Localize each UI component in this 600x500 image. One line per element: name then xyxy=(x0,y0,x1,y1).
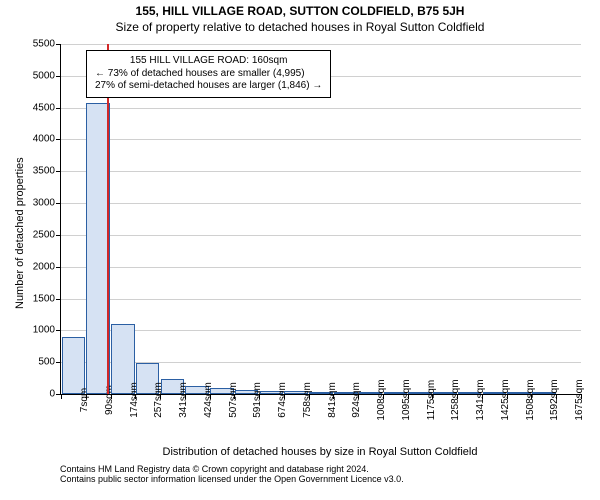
gridline xyxy=(61,299,581,300)
ytick-mark xyxy=(56,267,61,268)
chart-container: { "title": { "text": "155, HILL VILLAGE … xyxy=(0,0,600,500)
footer-attribution: Contains HM Land Registry data © Crown c… xyxy=(60,464,404,484)
chart-subtitle: Size of property relative to detached ho… xyxy=(0,20,600,34)
annotation-line: ← 73% of detached houses are smaller (4,… xyxy=(95,68,322,81)
ytick-mark xyxy=(56,330,61,331)
y-axis-label: Number of detached properties xyxy=(14,157,26,309)
ytick-mark xyxy=(56,171,61,172)
plot-area: 0500100015002000250030003500400045005000… xyxy=(60,44,581,395)
footer-line2: Contains public sector information licen… xyxy=(60,474,404,484)
x-axis-label: Distribution of detached houses by size … xyxy=(60,446,580,458)
gridline xyxy=(61,44,581,45)
annotation-line: 155 HILL VILLAGE ROAD: 160sqm xyxy=(95,55,322,68)
ytick-mark xyxy=(56,235,61,236)
gridline xyxy=(61,330,581,331)
gridline xyxy=(61,108,581,109)
ytick-label: 5000 xyxy=(33,70,55,81)
ytick-mark xyxy=(56,299,61,300)
footer-line1: Contains HM Land Registry data © Crown c… xyxy=(60,464,404,474)
ytick-label: 1500 xyxy=(33,293,55,304)
ytick-label: 4500 xyxy=(33,102,55,113)
xtick-label: 1675sqm xyxy=(556,379,585,420)
xtick-mark xyxy=(581,394,582,399)
ytick-label: 3000 xyxy=(33,198,55,209)
ytick-label: 1000 xyxy=(33,325,55,336)
ytick-label: 3500 xyxy=(33,166,55,177)
ytick-label: 4000 xyxy=(33,134,55,145)
gridline xyxy=(61,267,581,268)
gridline xyxy=(61,171,581,172)
ytick-mark xyxy=(56,76,61,77)
ytick-label: 2000 xyxy=(33,261,55,272)
ytick-mark xyxy=(56,44,61,45)
annotation-box: 155 HILL VILLAGE ROAD: 160sqm← 73% of de… xyxy=(86,50,331,98)
ytick-label: 5500 xyxy=(33,39,55,50)
ytick-mark xyxy=(56,203,61,204)
ytick-label: 2500 xyxy=(33,229,55,240)
histogram-bar xyxy=(62,337,86,394)
annotation-line: 27% of semi-detached houses are larger (… xyxy=(95,80,322,93)
ytick-label: 500 xyxy=(38,357,55,368)
gridline xyxy=(61,203,581,204)
gridline xyxy=(61,139,581,140)
chart-title: 155, HILL VILLAGE ROAD, SUTTON COLDFIELD… xyxy=(0,4,600,18)
gridline xyxy=(61,235,581,236)
ytick-label: 0 xyxy=(49,389,55,400)
ytick-mark xyxy=(56,108,61,109)
ytick-mark xyxy=(56,362,61,363)
ytick-mark xyxy=(56,139,61,140)
